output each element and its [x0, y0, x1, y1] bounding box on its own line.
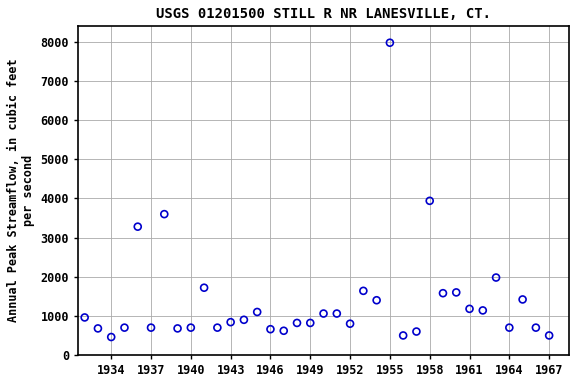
Point — [173, 325, 182, 331]
Title: USGS 01201500 STILL R NR LANESVILLE, CT.: USGS 01201500 STILL R NR LANESVILLE, CT. — [156, 7, 491, 21]
Point — [319, 311, 328, 317]
Point — [412, 328, 421, 334]
Point — [93, 325, 103, 331]
Point — [226, 319, 235, 325]
Point — [67, 328, 76, 334]
Point — [346, 321, 355, 327]
Point — [213, 324, 222, 331]
Point — [80, 314, 89, 321]
Point — [452, 289, 461, 295]
Point — [465, 306, 474, 312]
Point — [199, 285, 209, 291]
Point — [146, 324, 156, 331]
Point — [239, 317, 248, 323]
Point — [293, 320, 302, 326]
Point — [531, 324, 540, 331]
Point — [425, 198, 434, 204]
Point — [438, 290, 448, 296]
Point — [478, 307, 487, 313]
Point — [266, 326, 275, 332]
Point — [332, 311, 342, 317]
Point — [518, 296, 527, 303]
Point — [279, 328, 289, 334]
Point — [133, 223, 142, 230]
Point — [120, 324, 129, 331]
Point — [491, 275, 501, 281]
Point — [385, 40, 395, 46]
Point — [359, 288, 368, 294]
Point — [372, 297, 381, 303]
Point — [186, 324, 195, 331]
Point — [160, 211, 169, 217]
Point — [107, 334, 116, 340]
Point — [253, 309, 262, 315]
Point — [399, 333, 408, 339]
Point — [306, 320, 315, 326]
Point — [505, 324, 514, 331]
Point — [544, 333, 554, 339]
Y-axis label: Annual Peak Streamflow, in cubic feet
per second: Annual Peak Streamflow, in cubic feet pe… — [7, 59, 35, 323]
